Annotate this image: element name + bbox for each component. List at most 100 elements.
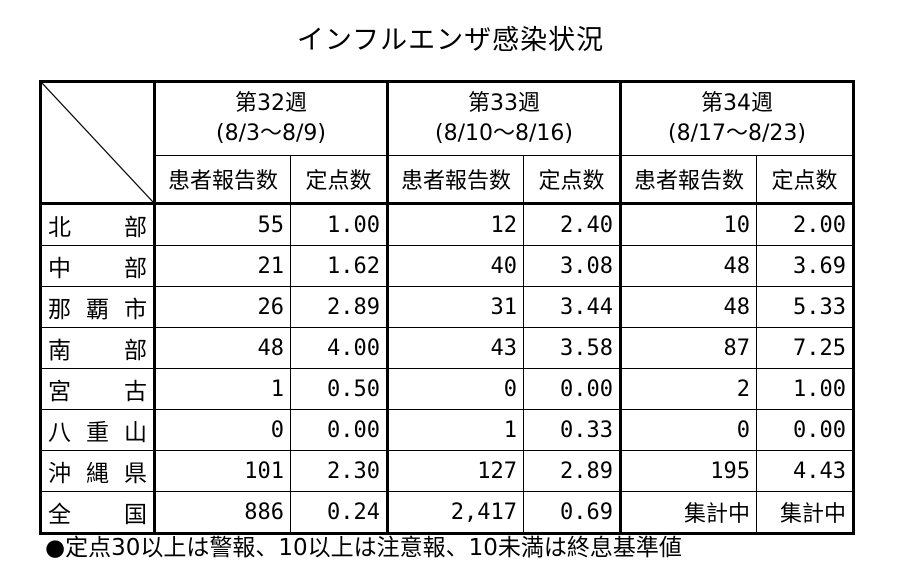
rate-cell: 7.25 [756,327,854,369]
rate-cell: 0.24 [290,491,389,534]
patients-cell: 48 [154,327,291,369]
diagonal-line [42,83,153,202]
patients-header: 患者報告数 [620,155,757,205]
rate-cell: 集計中 [756,491,854,534]
patients-cell: 21 [154,245,291,287]
patients-cell: 0 [154,409,291,451]
rate-cell: 3.08 [523,245,622,287]
week-range: (8/17～8/23) [668,121,806,146]
patients-cell: 127 [387,450,524,492]
patients-cell: 0 [620,409,757,451]
region-char: 中 [48,256,71,282]
region-char: 国 [124,502,147,528]
region-char: 那 [48,297,71,323]
week-label: 第34週 [701,91,773,116]
region-cell: 南部 [40,327,156,369]
region-char: 覇 [86,297,109,323]
rate-header: 定点数 [290,155,389,205]
rate-header: 定点数 [523,155,622,205]
table-row: 中部 21 1.62 40 3.08 48 3.69 [40,245,854,287]
region-char: 市 [124,297,147,323]
week-header-33: 第33週 (8/10～8/16) [387,81,622,156]
patients-cell: 55 [154,203,291,246]
region-char: 県 [124,461,147,487]
region-char: 部 [124,256,147,282]
rate-cell: 0.00 [523,368,622,410]
table-row: 沖縄県 101 2.30 127 2.89 195 4.43 [40,450,854,492]
region-cell: 八重山 [40,409,156,451]
table-row: 那覇市 26 2.89 31 3.44 48 5.33 [40,286,854,328]
region-cell: 全国 [40,491,156,534]
rate-cell: 0.50 [290,368,389,410]
region-cell: 沖縄県 [40,450,156,492]
patients-cell: 1 [387,409,524,451]
patients-cell: 195 [620,450,757,492]
rate-cell: 2.89 [523,450,622,492]
patients-cell: 48 [620,286,757,328]
region-char: 古 [124,379,147,405]
patients-header: 患者報告数 [154,155,291,205]
region-char: 宮 [48,379,71,405]
rate-cell: 5.33 [756,286,854,328]
region-char: 沖 [48,461,71,487]
week-header-32: 第32週 (8/3～8/9) [154,81,389,156]
region-char: 重 [86,420,109,446]
region-char: 縄 [86,461,109,487]
region-cell: 北部 [40,203,156,246]
rate-cell: 1.62 [290,245,389,287]
patients-cell: 集計中 [620,491,757,534]
week-label: 第33週 [468,91,540,116]
region-char: 部 [124,215,147,241]
week-header-34: 第34週 (8/17～8/23) [620,81,854,156]
rate-cell: 3.44 [523,286,622,328]
rate-cell: 4.43 [756,450,854,492]
rate-cell: 1.00 [290,203,389,246]
rate-cell: 0.69 [523,491,622,534]
rate-cell: 2.30 [290,450,389,492]
rate-cell: 2.00 [756,203,854,246]
patients-cell: 26 [154,286,291,328]
patients-cell: 2 [620,368,757,410]
region-char: 山 [124,420,147,446]
patients-cell: 1 [154,368,291,410]
footnote: ●定点30以上は警報、10以上は注意報、10未満は終息基準値 [45,535,682,561]
patients-cell: 40 [387,245,524,287]
rate-cell: 0.33 [523,409,622,451]
patients-cell: 0 [387,368,524,410]
patients-header: 患者報告数 [387,155,524,205]
rate-cell: 2.40 [523,203,622,246]
rate-cell: 1.00 [756,368,854,410]
week-range: (8/3～8/9) [216,121,326,146]
table-row: 全国 886 0.24 2,417 0.69 集計中 集計中 [40,491,854,534]
table-row: 宮古 1 0.50 0 0.00 2 1.00 [40,368,854,410]
week-range: (8/10～8/16) [435,121,573,146]
influenza-table: 第32週 (8/3～8/9) 第33週 (8/10～8/16) 第34週 (8/… [39,80,855,535]
page-title: インフルエンザ感染状況 [296,25,605,56]
patients-cell: 48 [620,245,757,287]
patients-cell: 886 [154,491,291,534]
region-cell: 那覇市 [40,286,156,328]
region-cell: 中部 [40,245,156,287]
region-cell: 宮古 [40,368,156,410]
rate-cell: 0.00 [756,409,854,451]
rate-cell: 3.69 [756,245,854,287]
rate-cell: 2.89 [290,286,389,328]
corner-cell [40,81,156,205]
table-row: 北部 55 1.00 12 2.40 10 2.00 [40,203,854,246]
patients-cell: 87 [620,327,757,369]
region-char: 北 [48,215,71,241]
patients-cell: 31 [387,286,524,328]
region-char: 南 [48,338,71,364]
rate-cell: 3.58 [523,327,622,369]
patients-cell: 43 [387,327,524,369]
rate-cell: 0.00 [290,409,389,451]
region-char: 八 [48,420,71,446]
patients-cell: 12 [387,203,524,246]
table-row: 八重山 0 0.00 1 0.33 0 0.00 [40,409,854,451]
week-label: 第32週 [235,91,307,116]
region-char: 全 [48,502,71,528]
table-row: 南部 48 4.00 43 3.58 87 7.25 [40,327,854,369]
region-char: 部 [124,338,147,364]
patients-cell: 101 [154,450,291,492]
patients-cell: 10 [620,203,757,246]
